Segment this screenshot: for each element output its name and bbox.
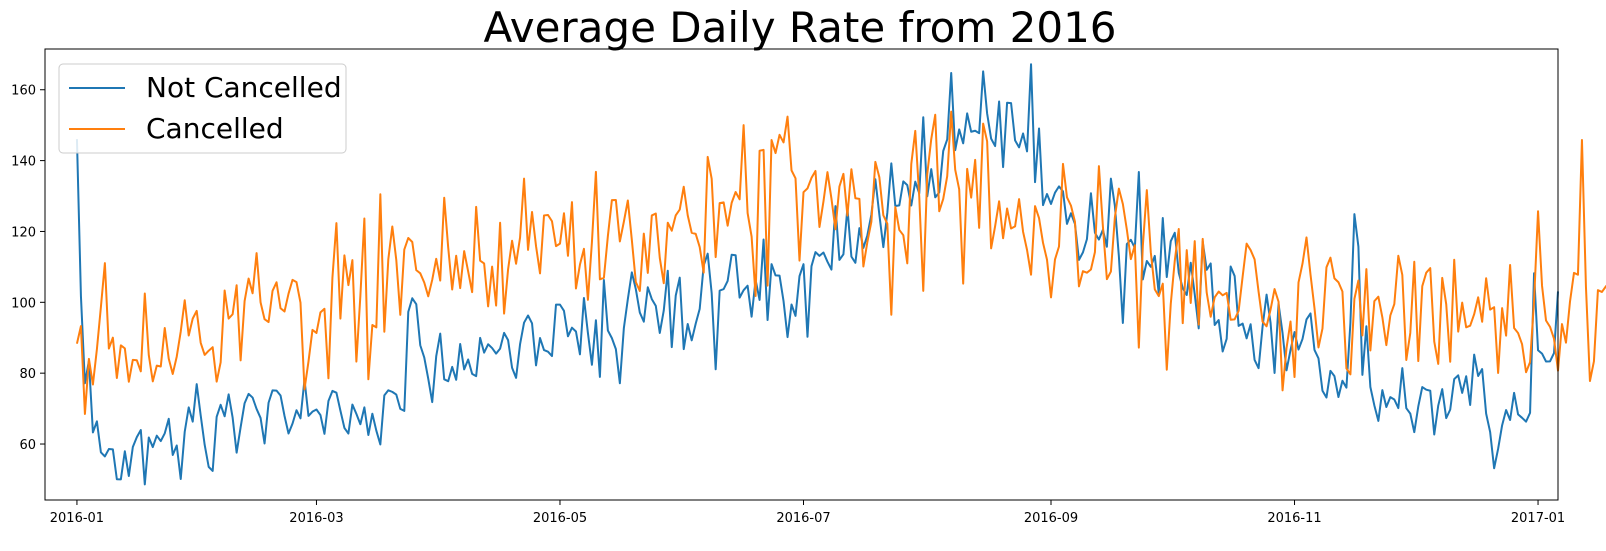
y-tick-label: 140 — [11, 155, 36, 170]
series-line-cancelled — [75, 110, 1606, 415]
y-tick-label: 120 — [11, 225, 36, 240]
axes-layer: 2016-01 2016-03 2016-05 2016-07 2016-09 2016-… — [11, 48, 1565, 526]
x-tick-label: 2016-07 — [776, 511, 830, 526]
y-tick-label: 80 — [19, 367, 36, 382]
y-tick-label: 100 — [11, 296, 36, 311]
y-tick-label: 160 — [11, 84, 36, 99]
x-tick-label: 2016-05 — [533, 511, 587, 526]
x-tick-label: 2016-09 — [1024, 511, 1078, 526]
x-tick-label: 2016-03 — [289, 511, 343, 526]
legend-box — [58, 63, 347, 154]
chart-title: Average Daily Rate from 2016 — [483, 3, 1116, 52]
legend: Not Cancelled Cancelled — [58, 63, 347, 154]
x-tick-label: 2017-01 — [1511, 511, 1565, 526]
x-tick-label: 2016-11 — [1267, 511, 1321, 526]
series-layer — [75, 63, 1606, 486]
plot-frame — [44, 48, 1559, 501]
series-line-not-cancelled — [75, 63, 1559, 486]
legend-label: Cancelled — [146, 112, 284, 145]
x-tick-label: 2016-01 — [50, 511, 104, 526]
y-tick-label: 60 — [19, 438, 36, 453]
legend-label: Not Cancelled — [146, 71, 342, 104]
